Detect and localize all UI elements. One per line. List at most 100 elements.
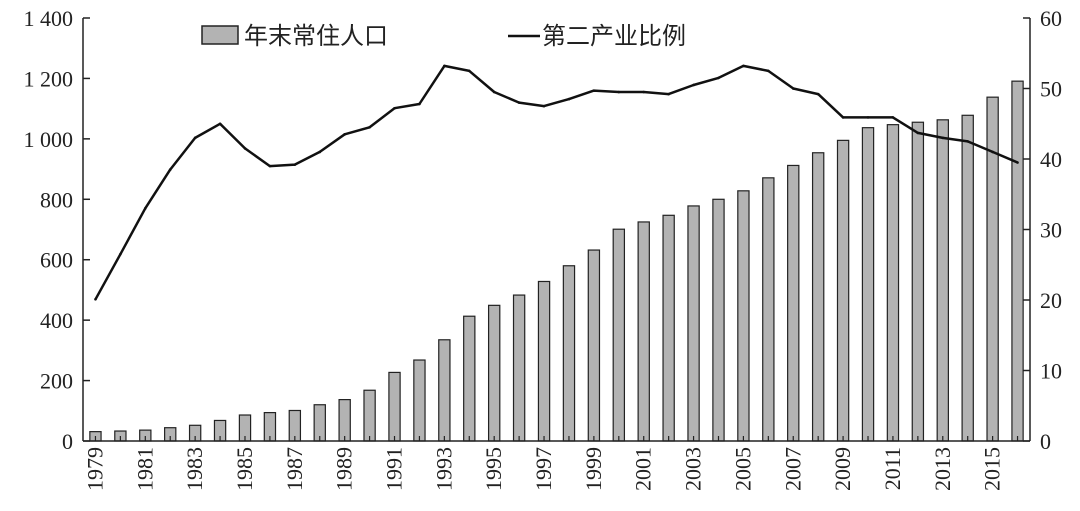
line-point-1984 (218, 122, 222, 126)
left-tick-label: 400 (40, 308, 73, 333)
x-tick-label: 1997 (531, 447, 556, 491)
line-point-1991 (393, 106, 396, 110)
bar-2004 (712, 198, 725, 442)
bar-2016 (1011, 80, 1024, 442)
right-tick-label: 10 (1040, 359, 1062, 384)
line-point-1986 (268, 164, 272, 168)
bar-2010 (861, 127, 875, 442)
left-tick-label: 800 (40, 187, 73, 212)
x-tick-label: 1987 (282, 447, 307, 491)
line-series (94, 64, 1019, 301)
right-tick-label: 40 (1040, 147, 1062, 172)
bar-2005 (737, 190, 750, 442)
line-point-1999 (592, 89, 596, 92)
x-tick-label: 1993 (431, 447, 456, 491)
x-tick-label: 2001 (631, 447, 656, 491)
bar-1993 (438, 339, 451, 442)
right-tick-label: 30 (1040, 218, 1062, 243)
bar-1996 (512, 294, 526, 442)
line-point-1997 (542, 104, 546, 108)
axes: 0 200 400 600 800 1 000 1 200 1 400 0 10 20 30 40 50 6… (24, 6, 1063, 491)
x-tick-label: 1995 (481, 447, 506, 491)
bar-2011 (886, 124, 900, 442)
bar-1995 (487, 304, 501, 442)
left-tick-label: 1 000 (24, 127, 74, 152)
bar-1999 (587, 249, 601, 442)
line-secondary-industry-ratio (94, 64, 1018, 300)
x-tick-label: 2015 (980, 447, 1005, 491)
legend-label-population: 年末常住人口 (244, 22, 388, 50)
bar-2001 (637, 221, 650, 442)
line-point-1979 (94, 297, 97, 301)
bar-1992 (413, 359, 426, 442)
x-tick-label: 1991 (382, 447, 407, 491)
line-point-2003 (692, 83, 695, 87)
right-tick-label: 20 (1040, 288, 1062, 313)
bar-1990 (363, 389, 376, 442)
line-point-1980 (119, 252, 122, 256)
line-point-1998 (567, 97, 571, 101)
line-point-2000 (617, 90, 621, 94)
line-point-1989 (343, 133, 346, 136)
right-tick-label: 50 (1040, 77, 1062, 102)
line-point-2015 (991, 150, 994, 154)
line-point-1996 (517, 101, 521, 104)
line-point-1987 (293, 163, 297, 166)
x-tick-label: 1979 (82, 447, 107, 491)
x-tick-label: 1983 (182, 447, 207, 491)
bar-1998 (562, 265, 576, 442)
left-tick-label: 1 400 (24, 6, 74, 31)
right-tick-label: 60 (1040, 6, 1062, 31)
line-point-1988 (318, 150, 322, 154)
line-point-2008 (816, 92, 820, 96)
line-point-2013 (941, 136, 945, 140)
bar-2006 (762, 177, 775, 442)
line-point-1990 (368, 125, 371, 129)
bar-1997 (537, 280, 551, 442)
legend: 年末常住人口 第二产业比例 (201, 22, 686, 50)
line-point-2002 (667, 92, 670, 96)
x-tick-label: 2007 (780, 447, 805, 491)
left-tick-label: 0 (62, 429, 73, 454)
x-tick-label: 2005 (730, 447, 755, 491)
bar-2014 (961, 114, 974, 442)
x-tick-label: 2009 (830, 447, 855, 491)
bar-2003 (687, 205, 700, 442)
line-point-2016 (1016, 161, 1019, 164)
line-point-2005 (742, 64, 745, 68)
left-tick-label: 200 (40, 369, 73, 394)
line-point-2004 (717, 76, 720, 80)
x-tick-label: 1999 (581, 447, 606, 491)
line-point-1992 (418, 102, 421, 106)
bar-2007 (787, 164, 800, 442)
legend-label-secondary-industry: 第二产业比例 (542, 22, 686, 50)
line-point-2011 (891, 116, 895, 119)
line-point-1982 (168, 168, 172, 171)
bar-1991 (388, 371, 401, 442)
line-point-2001 (642, 90, 646, 94)
line-point-1983 (193, 136, 197, 140)
x-tick-label: 2013 (930, 447, 955, 491)
bar-2015 (986, 96, 999, 442)
line-point-2007 (791, 87, 795, 90)
bar-1994 (463, 315, 476, 442)
bar-2000 (612, 228, 626, 442)
x-tick-label: 1981 (132, 447, 157, 491)
line-point-2012 (916, 131, 920, 135)
x-tick-label: 1985 (232, 447, 257, 491)
line-point-2010 (866, 116, 870, 119)
line-point-2009 (841, 116, 845, 119)
line-point-1993 (443, 64, 446, 68)
left-tick-label: 1 200 (24, 66, 74, 91)
bar-2012 (911, 121, 925, 442)
x-tick-label: 1989 (332, 447, 357, 491)
bar-2013 (936, 119, 949, 442)
line-point-1985 (243, 147, 247, 150)
line-point-2014 (966, 140, 969, 143)
x-tick-label: 2011 (880, 447, 905, 490)
x-tick-label: 2003 (681, 447, 706, 491)
bar-1988 (313, 404, 326, 442)
bar-1989 (338, 399, 351, 442)
bar-2002 (662, 214, 675, 442)
